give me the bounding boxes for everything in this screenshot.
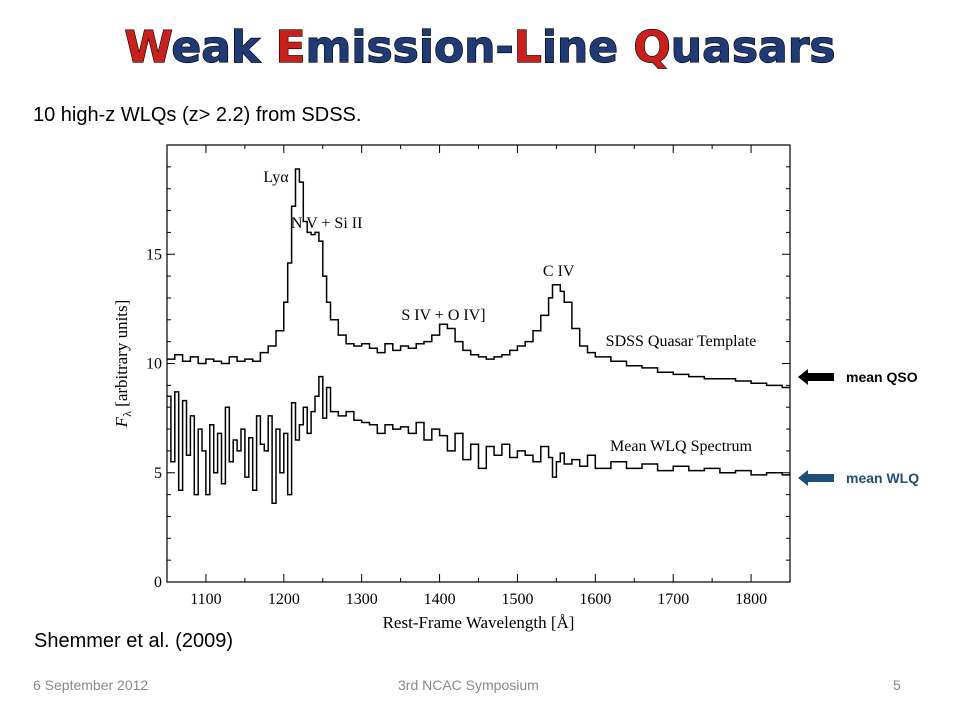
x-axis-label: Rest-Frame Wavelength [Å] <box>383 613 575 632</box>
footer-date: 6 September 2012 <box>33 677 149 693</box>
mean-qso-label: mean QSO <box>846 369 918 385</box>
title-part-2: E <box>275 22 305 73</box>
chart-annotation: Mean WLQ Spectrum <box>610 438 752 455</box>
series-line-0 <box>167 168 790 389</box>
x-tick-label: 1700 <box>657 591 689 608</box>
title-part-6: Q <box>633 22 670 73</box>
title-part-5: ine <box>542 22 634 73</box>
chart-annotation: Lyα <box>263 169 289 186</box>
slide-title: Weak Emission-Line Quasars <box>0 12 960 92</box>
y-tick-label: 5 <box>154 465 162 482</box>
x-tick-label: 1100 <box>190 591 221 608</box>
slide-title-text: Weak Emission-Line Quasars <box>124 22 835 73</box>
title-part-7: uasars <box>671 22 836 73</box>
footer-event: 3rd NCAC Symposium <box>398 677 539 693</box>
arrow-shape <box>798 369 834 385</box>
title-part-1: eak <box>171 22 275 73</box>
x-tick-label: 1400 <box>424 591 456 608</box>
arrow-shape <box>798 470 834 486</box>
y-tick-label: 0 <box>154 574 162 591</box>
plot-frame <box>166 144 791 583</box>
slide-title-graphic: Weak Emission-Line Quasars <box>124 21 836 73</box>
x-tick-label: 1600 <box>579 591 611 608</box>
chart-annotation: C IV <box>543 263 575 280</box>
arrow-left-icon <box>798 470 834 491</box>
chart-annotation: SDSS Quasar Template <box>606 333 757 350</box>
y-axis-label: Fλ [arbitrary units] <box>112 300 134 429</box>
x-tick-label: 1300 <box>346 591 378 608</box>
y-tick-label: 10 <box>146 356 162 373</box>
chart-annotation: N V + Si II <box>291 215 363 232</box>
x-tick-label: 1800 <box>735 591 767 608</box>
y-tick-label: 15 <box>146 246 162 263</box>
footer-page-number: 5 <box>893 677 901 693</box>
x-tick-label: 1500 <box>501 591 533 608</box>
subtitle: 10 high-z WLQs (z> 2.2) from SDSS. <box>33 104 362 126</box>
chart-annotation: S IV + O IV] <box>401 307 485 324</box>
title-part-0: W <box>124 22 172 73</box>
x-tick-label: 1200 <box>268 591 300 608</box>
series-line-1 <box>167 375 790 505</box>
mean-wlq-label: mean WLQ <box>846 470 920 486</box>
citation: Shemmer et al. (2009) <box>34 630 233 652</box>
title-part-4: L <box>514 22 542 73</box>
arrow-left-icon <box>798 369 834 390</box>
spectrum-chart: 1100 1200 1300 1400 1500 1600 1700 1800 0 5 10 15 Re… <box>112 144 791 632</box>
title-part-3: mission- <box>306 22 514 73</box>
